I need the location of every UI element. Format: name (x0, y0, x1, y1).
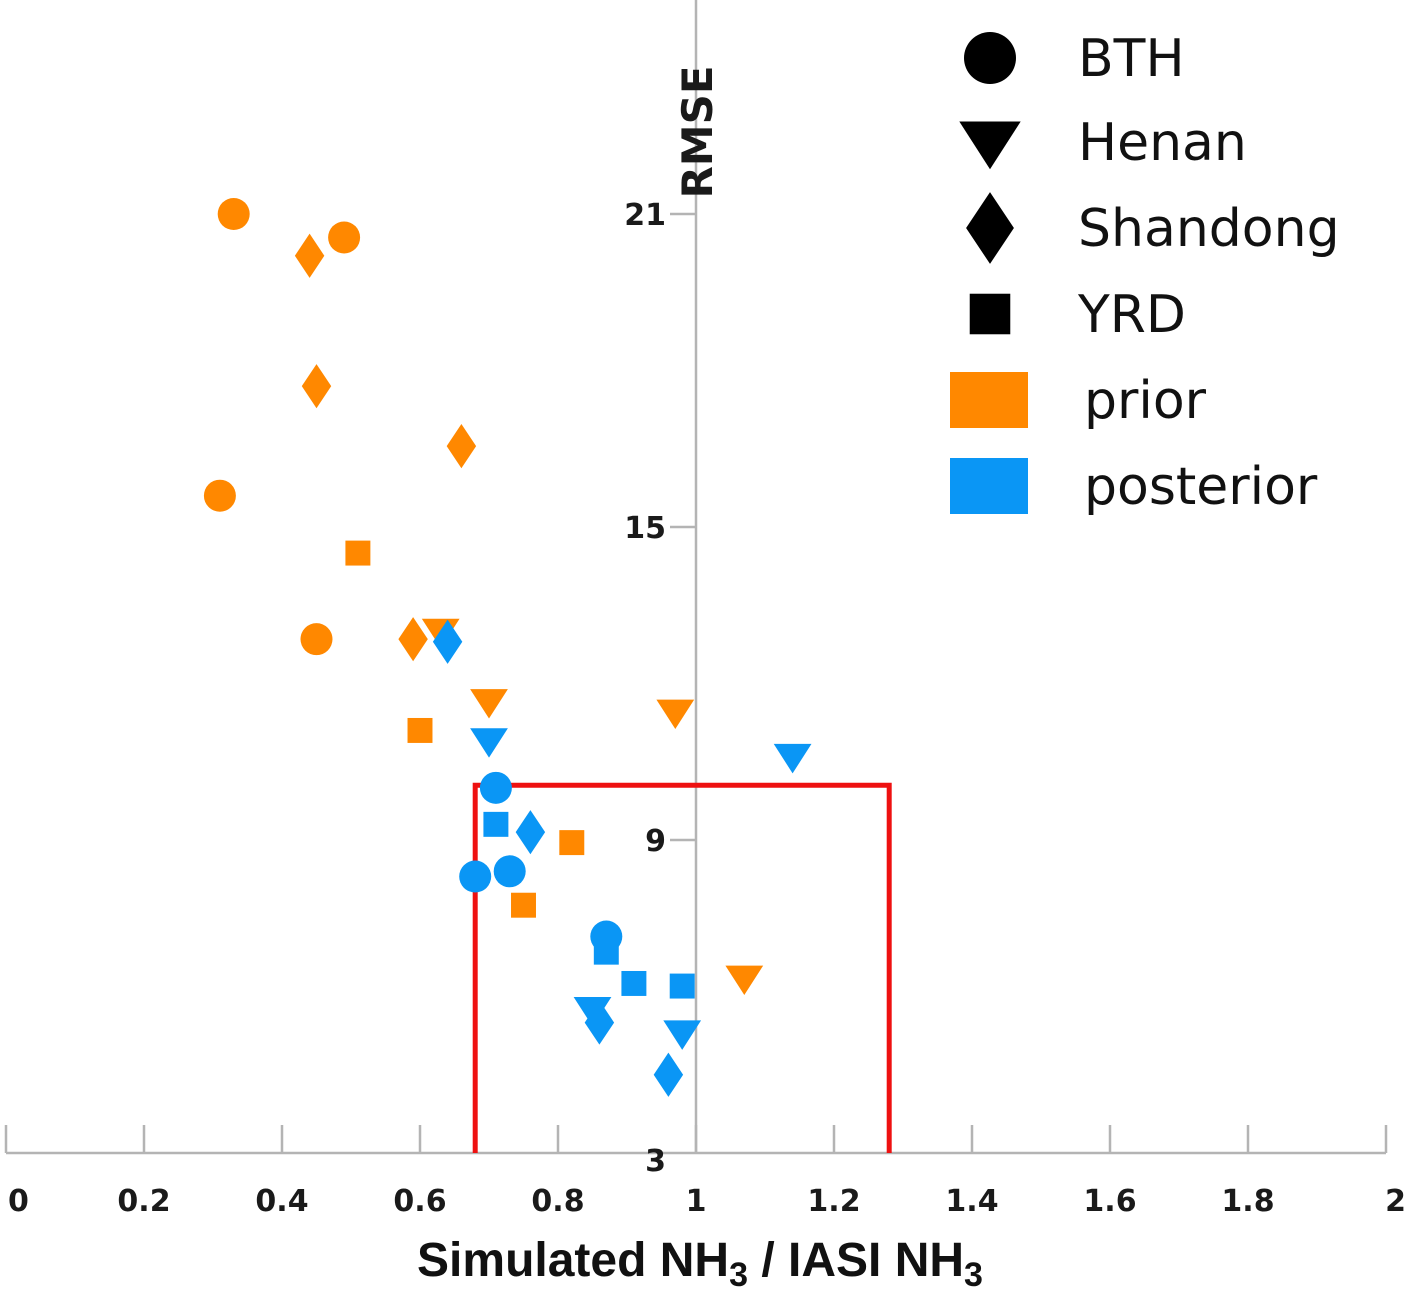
point-prior-shandong-0 (294, 233, 325, 278)
y-tick-label-3: 21 (624, 198, 666, 233)
legend-label-shandong: Shandong (1078, 199, 1340, 259)
point-posterior-bth-1 (459, 860, 492, 893)
point-prior-bth-0 (217, 198, 250, 230)
point-posterior-henan-0 (470, 728, 508, 758)
x-tick-label-7: 1.4 (945, 1184, 998, 1219)
legend-label-henan: Henan (1078, 113, 1247, 173)
highlight-box (472, 782, 892, 1153)
point-prior-henan-3 (725, 965, 764, 996)
x-tick-label-6: 1.2 (807, 1184, 860, 1219)
point-posterior-henan-1 (773, 743, 812, 774)
x-tick-label-10: 2 (1385, 1184, 1406, 1219)
x-tick-label-3: 0.6 (393, 1184, 446, 1219)
y-axis-label: RMSE (673, 65, 722, 198)
x-axis-label: Simulated NH3 / IASI NH3 (417, 1234, 983, 1292)
point-posterior-yrd-2 (621, 970, 647, 996)
point-prior-yrd-2 (559, 830, 585, 856)
x-tick-label-0: 0 (8, 1184, 29, 1219)
x-tick-label-2: 0.4 (255, 1184, 308, 1219)
legend-label-posterior: posterior (1084, 457, 1318, 517)
y-tick-label-1: 9 (645, 824, 666, 859)
legend: BTH Henan Shandong YRD prior posterior (950, 29, 1340, 517)
point-prior-yrd-1 (407, 717, 433, 743)
point-prior-yrd-3 (511, 892, 536, 918)
point-prior-henan-2 (656, 699, 695, 729)
point-prior-shandong-3 (398, 617, 428, 662)
point-posterior-shandong-0 (432, 619, 463, 664)
legend-label-prior: prior (1084, 371, 1207, 431)
point-posterior-shandong-2 (584, 1000, 615, 1045)
point-prior-bth-3 (300, 623, 333, 656)
point-posterior-yrd-1 (593, 939, 619, 965)
axes: 0 0.2 0.4 0.6 0.8 1 1.2 1.4 1.6 1.8 2 3 9 15 21 (4, 0, 1406, 1219)
axis-labels: RMSE Simulated NH3 / IASI NH3 (417, 65, 983, 1292)
legend-swatch-prior (950, 372, 1028, 428)
legend-icon-yrd (969, 293, 1011, 335)
highlight-box-layer (472, 782, 892, 1153)
point-prior-shandong-2 (446, 424, 477, 469)
point-prior-bth-2 (203, 479, 236, 512)
legend-label-yrd: YRD (1077, 285, 1186, 345)
point-prior-yrd-0 (345, 540, 371, 566)
legend-icon-bth (964, 32, 1016, 84)
point-posterior-henan-3 (663, 1020, 702, 1050)
x-tick-label-9: 1.8 (1221, 1184, 1274, 1219)
point-posterior-bth-0 (479, 771, 512, 804)
x-tick-label-4: 0.8 (531, 1184, 584, 1219)
x-tick-label-1: 0.2 (117, 1184, 170, 1219)
y-tick-label-0: 3 (645, 1144, 666, 1179)
x-tick-label-5: 1 (686, 1184, 707, 1219)
point-posterior-shandong-3 (653, 1052, 684, 1097)
legend-icon-henan (959, 121, 1021, 170)
y-tick-label-2: 15 (624, 511, 666, 546)
legend-swatch-posterior (950, 458, 1028, 514)
legend-icon-shandong (966, 192, 1014, 264)
data-points (203, 198, 812, 1097)
point-posterior-shandong-1 (515, 810, 546, 855)
point-posterior-yrd-3 (669, 973, 695, 999)
point-posterior-yrd-0 (483, 811, 509, 837)
point-prior-shandong-1 (301, 364, 332, 409)
legend-label-bth: BTH (1078, 29, 1185, 89)
x-tick-label-8: 1.6 (1083, 1184, 1136, 1219)
point-posterior-bth-2 (493, 855, 526, 888)
point-prior-henan-1 (470, 689, 508, 719)
point-prior-bth-1 (328, 221, 361, 254)
